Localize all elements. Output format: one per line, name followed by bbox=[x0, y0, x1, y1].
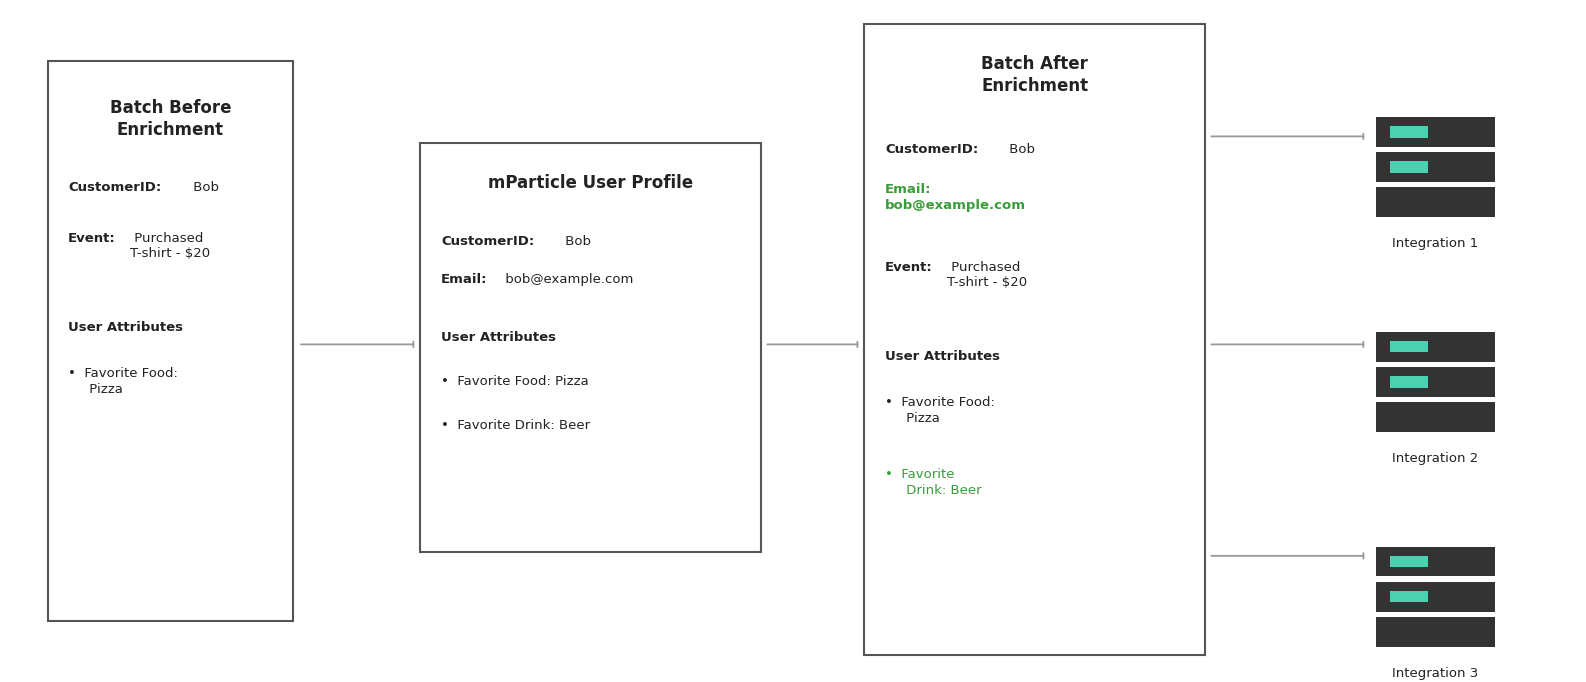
Text: Event:: Event: bbox=[68, 232, 116, 245]
Bar bbox=[1377, 117, 1494, 147]
Text: User Attributes: User Attributes bbox=[68, 321, 184, 333]
Text: Bob: Bob bbox=[561, 235, 592, 248]
Text: CustomerID:: CustomerID: bbox=[441, 235, 534, 248]
Bar bbox=[1389, 556, 1429, 567]
Text: User Attributes: User Attributes bbox=[885, 350, 1001, 363]
Text: •  Favorite
     Drink: Beer: • Favorite Drink: Beer bbox=[885, 468, 982, 497]
Bar bbox=[1389, 376, 1429, 387]
Text: Email:
bob@example.com: Email: bob@example.com bbox=[885, 183, 1026, 212]
Bar bbox=[1377, 152, 1494, 182]
Text: CustomerID:: CustomerID: bbox=[68, 181, 162, 194]
Text: bob@example.com: bob@example.com bbox=[501, 273, 633, 286]
Text: Bob: Bob bbox=[189, 181, 219, 194]
Text: Integration 2: Integration 2 bbox=[1393, 452, 1478, 465]
Text: Batch Before
Enrichment: Batch Before Enrichment bbox=[109, 99, 232, 139]
Bar bbox=[1389, 591, 1429, 602]
Text: •  Favorite Food:
     Pizza: • Favorite Food: Pizza bbox=[885, 396, 994, 426]
Bar bbox=[48, 61, 293, 621]
Text: •  Favorite Food: Pizza: • Favorite Food: Pizza bbox=[441, 375, 588, 388]
Bar bbox=[1377, 332, 1494, 361]
Text: mParticle User Profile: mParticle User Profile bbox=[488, 174, 693, 192]
Bar bbox=[1377, 582, 1494, 612]
Text: Bob: Bob bbox=[1006, 143, 1036, 156]
Bar bbox=[1389, 126, 1429, 138]
Text: Integration 1: Integration 1 bbox=[1393, 237, 1478, 250]
Text: •  Favorite Food:
     Pizza: • Favorite Food: Pizza bbox=[68, 367, 178, 396]
Text: Integration 3: Integration 3 bbox=[1393, 667, 1478, 680]
Text: CustomerID:: CustomerID: bbox=[885, 143, 979, 156]
Bar bbox=[1389, 341, 1429, 353]
Text: Purchased
T-shirt - $20: Purchased T-shirt - $20 bbox=[947, 261, 1026, 289]
Text: Email:: Email: bbox=[441, 273, 487, 286]
Bar bbox=[1377, 188, 1494, 217]
Bar bbox=[1377, 367, 1494, 397]
Bar bbox=[1377, 402, 1494, 432]
Text: Purchased
T-shirt - $20: Purchased T-shirt - $20 bbox=[130, 232, 209, 260]
Bar bbox=[864, 24, 1205, 655]
Text: •  Favorite Drink: Beer: • Favorite Drink: Beer bbox=[441, 419, 590, 432]
Text: Batch After
Enrichment: Batch After Enrichment bbox=[982, 55, 1088, 95]
Bar bbox=[1389, 162, 1429, 173]
Text: User Attributes: User Attributes bbox=[441, 331, 557, 344]
Text: Event:: Event: bbox=[885, 261, 933, 274]
Bar bbox=[1377, 617, 1494, 647]
Bar bbox=[420, 143, 761, 552]
Bar bbox=[1377, 547, 1494, 576]
